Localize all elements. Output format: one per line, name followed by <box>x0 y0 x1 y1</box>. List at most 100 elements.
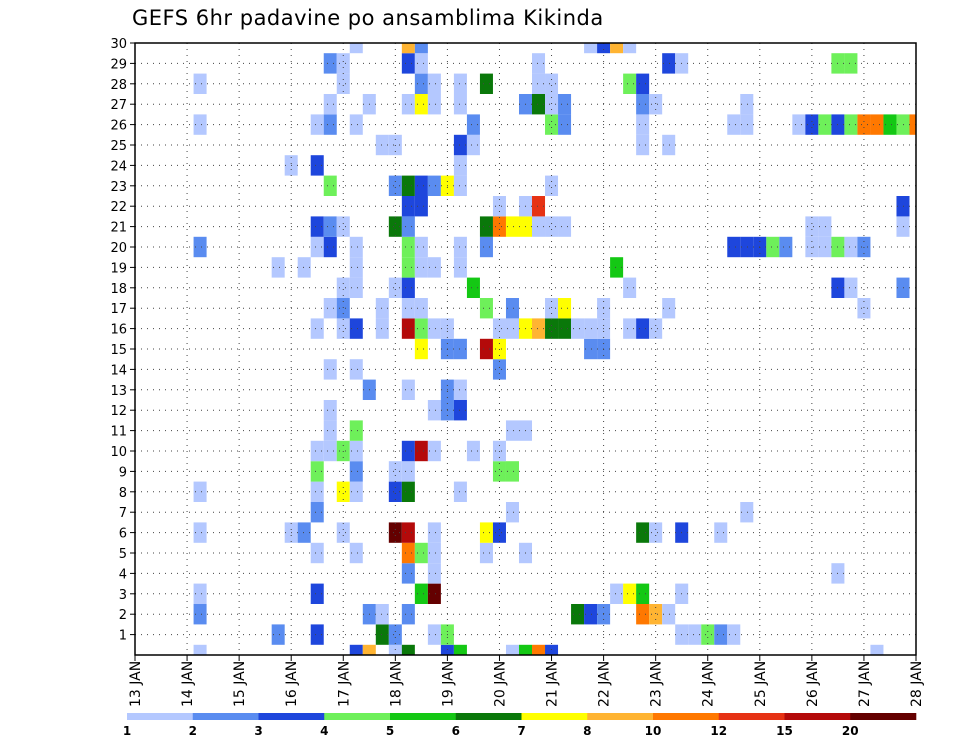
y-tick-label: 3 <box>119 588 127 603</box>
heatmap-cell <box>362 644 376 655</box>
heatmap-cell <box>623 277 637 298</box>
colorbar-label: 2 <box>189 724 197 738</box>
heatmap-cell <box>414 583 428 604</box>
heatmap-cell <box>323 114 337 135</box>
y-tick-label: 11 <box>110 425 127 440</box>
colorbar-swatch <box>390 713 457 720</box>
heatmap-cell <box>714 624 728 645</box>
heatmap-cell <box>193 481 207 502</box>
heatmap-cell <box>636 522 650 543</box>
colorbar-swatch <box>587 713 654 720</box>
y-tick-label: 14 <box>110 363 127 378</box>
colorbar-swatch <box>455 713 522 720</box>
heatmap-cell <box>558 216 572 237</box>
x-tick-label: 21 JAN <box>545 661 561 707</box>
y-tick-label: 17 <box>110 302 127 317</box>
x-tick-label: 14 JAN <box>180 661 196 707</box>
y-tick-label: 28 <box>110 78 127 93</box>
heatmap-cell <box>453 134 467 156</box>
y-tick-label: 8 <box>119 486 127 501</box>
heatmap-cell <box>349 257 363 278</box>
chart-title: GEFS 6hr padavine po ansamblima Kikinda <box>132 6 604 30</box>
y-tick-label: 5 <box>119 547 127 562</box>
heatmap-cell <box>310 318 324 339</box>
heatmap-cell <box>492 196 506 217</box>
heatmap-cell <box>349 461 363 482</box>
heatmap-cell <box>401 298 415 319</box>
axes: 1234567891011121314151617181920212223242… <box>110 37 925 707</box>
colorbar-swatch <box>192 713 259 720</box>
heatmap-cell <box>479 542 493 564</box>
heatmap-cell <box>857 298 871 319</box>
heatmap-cell <box>479 298 493 319</box>
heatmap-cell <box>427 563 441 584</box>
heatmap-cell <box>453 400 467 421</box>
heatmap-cell <box>401 43 415 54</box>
heatmap-cell <box>336 298 350 319</box>
x-tick-label: 27 JAN <box>857 661 873 707</box>
heatmap-cell <box>401 644 415 655</box>
heatmap-cell <box>545 318 559 339</box>
colorbar-swatch <box>324 713 391 720</box>
heatmap-cell <box>896 216 910 237</box>
heatmap-cell <box>453 94 467 115</box>
heatmap-cell <box>349 440 363 462</box>
heatmap-cell <box>193 583 207 604</box>
heatmap-cell <box>636 583 650 604</box>
heatmap-cell <box>453 644 467 655</box>
heatmap-cell <box>401 53 415 74</box>
x-tick-label: 23 JAN <box>649 661 665 707</box>
heatmap-cell <box>349 236 363 258</box>
heatmap-cell <box>492 522 506 543</box>
heatmap-cell <box>193 644 207 655</box>
heatmap-cell <box>193 73 207 94</box>
heatmap-cell <box>649 94 663 115</box>
y-tick-label: 19 <box>110 261 127 276</box>
heatmap-cell <box>401 318 415 339</box>
heatmap-cell <box>662 604 676 625</box>
heatmap-cell <box>766 236 780 258</box>
y-tick-label: 2 <box>119 608 127 623</box>
heatmap-cell <box>558 318 572 339</box>
y-tick-label: 27 <box>110 98 127 113</box>
heatmap-cell <box>349 542 363 564</box>
heatmap-cell <box>492 318 506 339</box>
x-tick-label: 15 JAN <box>232 661 248 707</box>
heatmap-cell <box>336 53 350 74</box>
heatmap-cell <box>623 583 637 604</box>
heatmap-cell <box>466 134 480 156</box>
heatmap-cell <box>427 318 441 339</box>
heatmap-cell <box>896 114 910 135</box>
heatmap-cell <box>453 236 467 258</box>
heatmap-cell <box>623 318 637 339</box>
heatmap-cell <box>571 318 585 339</box>
heatmap-cell <box>818 236 832 258</box>
heatmap-cell <box>545 94 559 115</box>
y-tick-label: 18 <box>110 282 127 297</box>
x-tick-label: 13 JAN <box>128 661 144 707</box>
heatmap-cell <box>545 114 559 135</box>
heatmap-cell <box>688 624 702 645</box>
heatmap-cell <box>740 236 754 258</box>
heatmap-cell <box>453 73 467 94</box>
heatmap-cell <box>414 542 428 564</box>
y-tick-label: 22 <box>110 200 127 215</box>
heatmap-cell <box>492 216 506 237</box>
colorbar-label: 8 <box>583 724 591 738</box>
heatmap-cell <box>310 216 324 237</box>
heatmap-cell <box>414 257 428 278</box>
heatmap-cell <box>323 440 337 462</box>
heatmap-cell <box>388 216 402 237</box>
heatmap-cell <box>558 114 572 135</box>
heatmap-cell <box>388 481 402 502</box>
heatmap-cell <box>401 461 415 482</box>
heatmap-cell <box>401 481 415 502</box>
heatmap-cell <box>466 277 480 298</box>
x-tick-label: 26 JAN <box>805 661 821 707</box>
heatmap-cell <box>323 216 337 237</box>
heatmap-cell <box>466 114 480 135</box>
heatmap-cell <box>492 461 506 482</box>
heatmap-cell <box>271 624 285 645</box>
heatmap-cell <box>336 73 350 94</box>
